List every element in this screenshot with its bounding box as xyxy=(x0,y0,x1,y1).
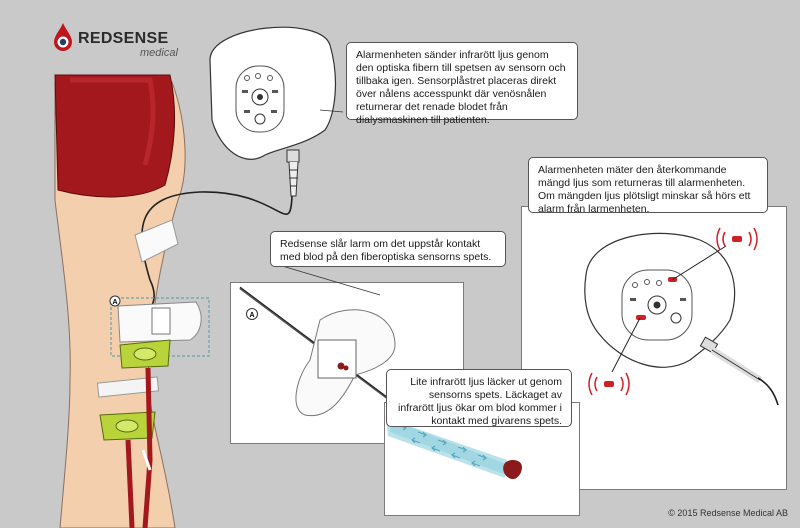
brand-subtitle: medical xyxy=(140,47,178,59)
tape-strip xyxy=(96,376,160,398)
blood-tube xyxy=(142,367,153,528)
alarm-sound-icon xyxy=(716,227,758,251)
callout-top-right: Alarmenheten sänder infrarött ljus genom… xyxy=(346,42,578,126)
light-beam xyxy=(386,418,522,480)
alarm-unit-top xyxy=(209,26,337,197)
needle-wings-lower xyxy=(99,411,156,441)
needle-wings-upper xyxy=(119,339,171,369)
brand-name: REDSENSE xyxy=(78,30,169,47)
blood-tube xyxy=(125,439,135,528)
marker-a-panel: A xyxy=(249,312,254,319)
callout-middle-left: Redsense slår larm om det uppstår kontak… xyxy=(270,231,506,267)
sensor-patch-leg xyxy=(110,297,210,357)
tape-strip xyxy=(134,219,179,263)
alarm-unit-detail xyxy=(584,232,779,406)
marker-a-leg: A xyxy=(112,299,117,306)
copyright-text: © 2015 Redsense Medical AB xyxy=(668,508,788,518)
callout-middle-right: Alarmenheten mäter den återkommande mäng… xyxy=(528,157,768,215)
callout-leader xyxy=(319,109,344,113)
blood-drop-icon xyxy=(54,23,72,51)
brand-logo: REDSENSE medical xyxy=(52,20,202,64)
fiber-cable xyxy=(139,191,293,319)
patient-leg xyxy=(54,74,186,528)
callout-bottom: Lite infrarött ljus läcker ut genom sens… xyxy=(386,369,572,427)
sensor-patch-detail xyxy=(239,286,396,417)
tube-clamp xyxy=(141,449,152,471)
alarm-sound-icon xyxy=(588,372,630,396)
callout-leader xyxy=(271,262,381,296)
